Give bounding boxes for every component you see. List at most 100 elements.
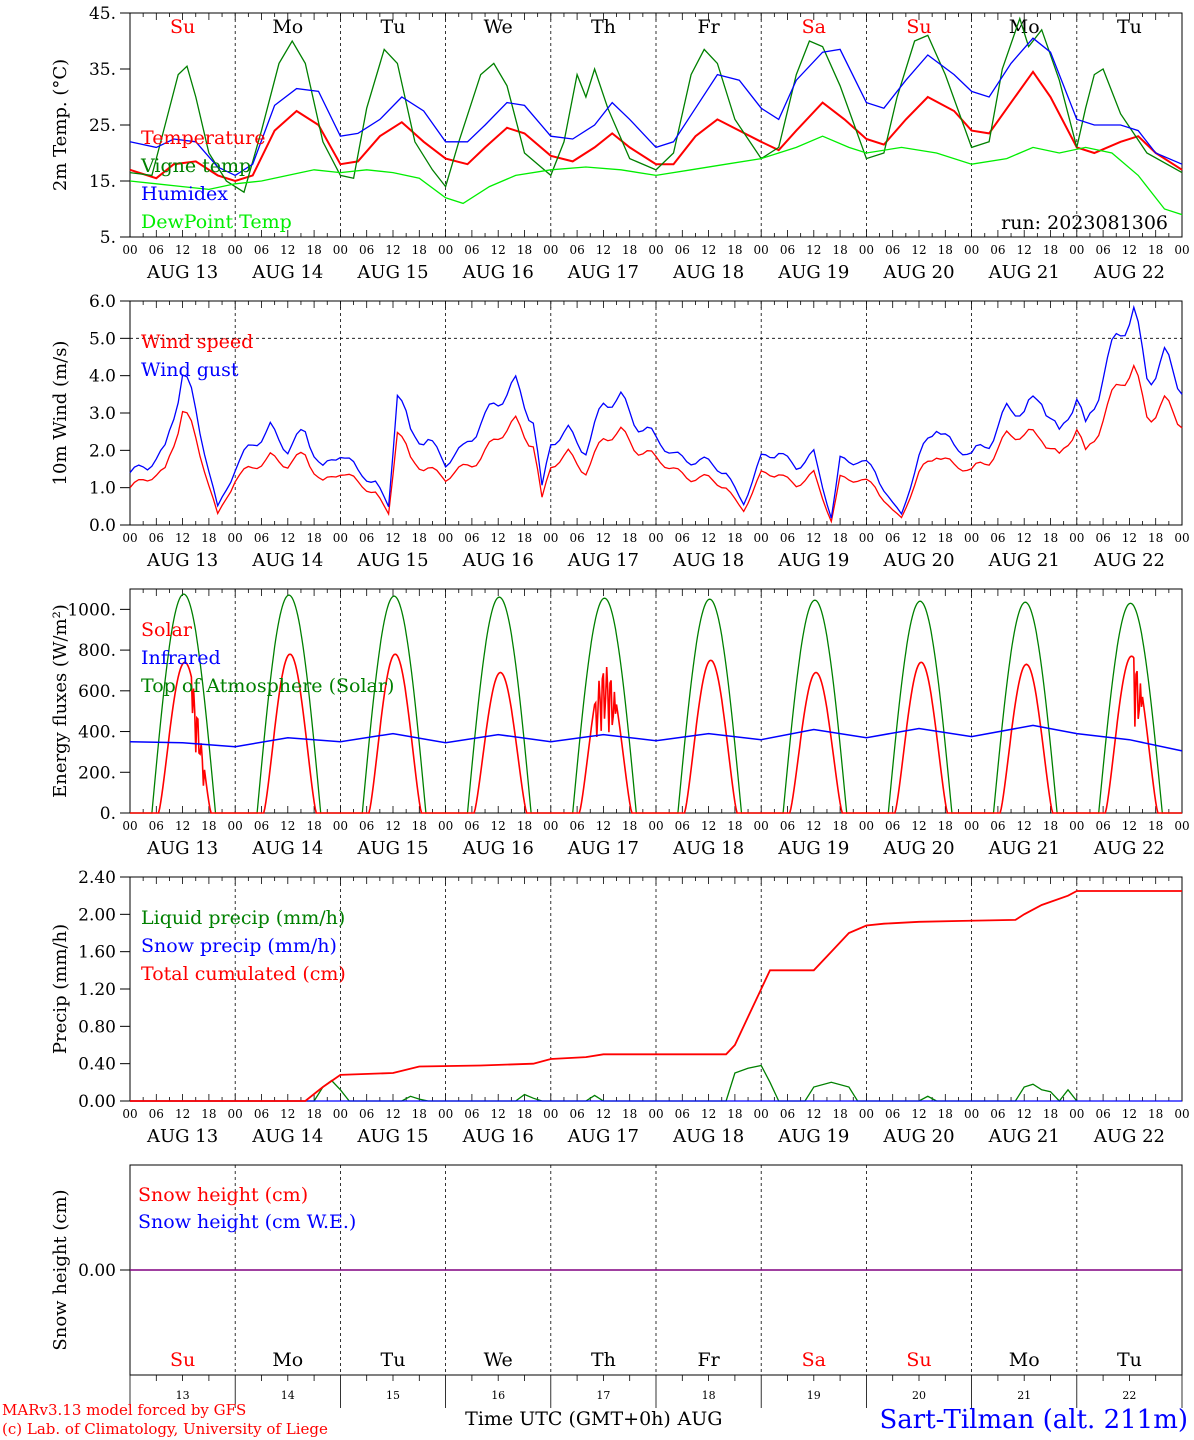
hour-tick-label: 00	[438, 531, 453, 545]
hour-tick-label: 06	[885, 1107, 900, 1121]
hour-tick-label: 18	[306, 819, 321, 833]
date-label: AUG 18	[672, 1126, 744, 1147]
hour-tick-label: 00	[543, 243, 558, 257]
hour-tick-label: 06	[990, 819, 1005, 833]
legend-entry: Snow height (cm)	[138, 1184, 308, 1206]
snow-panel: 0.00 Snow height (cm) Snow height (cm) Snow…	[50, 1164, 1183, 1408]
hour-tick-label: 00	[122, 243, 137, 257]
legend-entry: Infrared	[141, 647, 221, 669]
day-name: Su	[170, 16, 195, 38]
day-name: Mo	[1009, 16, 1040, 38]
y-tick-label: 0.00	[78, 1092, 116, 1112]
hour-tick-label: 00	[543, 531, 558, 545]
series-humidex	[129, 37, 1183, 177]
date-label: AUG 13	[146, 550, 218, 571]
hour-tick-label: 12	[280, 243, 295, 257]
y-tick-label: 1000.	[67, 600, 116, 620]
hour-tick-label: 06	[359, 819, 374, 833]
date-label: AUG 20	[882, 262, 954, 283]
hour-tick-label: 12	[175, 1107, 190, 1121]
hour-tick-label: 18	[727, 1107, 742, 1121]
series-liquid-precip-mm-h-	[130, 1064, 1078, 1102]
hour-tick-label: 12	[385, 1107, 400, 1121]
hour-tick-label: 00	[438, 1107, 453, 1121]
day-name: Sa	[802, 16, 826, 38]
hour-tick-label: 18	[1043, 243, 1058, 257]
hour-tick-label: 06	[464, 243, 479, 257]
hour-tick-label: 12	[701, 819, 716, 833]
hour-tick-label: 00	[228, 1107, 243, 1121]
hour-tick-label: 18	[832, 819, 847, 833]
date-label: AUG 14	[251, 838, 323, 859]
hour-tick-label: 12	[491, 1107, 506, 1121]
date-label: AUG 13	[146, 838, 218, 859]
hour-tick-label: 00	[754, 819, 769, 833]
hour-tick-label: 18	[517, 819, 532, 833]
date-label: AUG 19	[777, 262, 849, 283]
legend-entry: DewPoint Temp	[141, 211, 292, 233]
day-name: Tu	[381, 16, 406, 38]
hour-tick-label: 06	[675, 531, 690, 545]
hour-tick-label: 18	[412, 1107, 427, 1121]
hour-tick-label: 06	[990, 1107, 1005, 1121]
hour-tick-label: 00	[648, 819, 663, 833]
y-tick-label: 6.0	[89, 292, 116, 312]
hour-tick-label: 00	[1174, 243, 1189, 257]
day-name: Sa	[802, 1349, 826, 1371]
y-tick-label: 35.	[89, 60, 116, 80]
hour-tick-label: 06	[254, 819, 269, 833]
day-name: Tu	[1117, 1349, 1142, 1371]
y-tick-label: 15.	[89, 172, 116, 192]
y-tick-label: 1.60	[78, 943, 116, 963]
hour-tick-label: 06	[780, 531, 795, 545]
day-name: Th	[591, 16, 616, 38]
date-label: AUG 22	[1093, 1126, 1165, 1147]
hour-tick-label: 00	[859, 243, 874, 257]
date-label: AUG 14	[251, 262, 323, 283]
hour-tick-label: 18	[517, 243, 532, 257]
hour-tick-label: 06	[780, 819, 795, 833]
hour-tick-label: 12	[175, 819, 190, 833]
date-label: AUG 13	[146, 262, 218, 283]
y-axis-label: Precip (mm/h)	[50, 924, 71, 1054]
date-label: AUG 17	[567, 550, 639, 571]
day-name: Su	[170, 1349, 195, 1371]
hour-tick-label: 06	[990, 243, 1005, 257]
hour-tick-label: 12	[491, 243, 506, 257]
day-name: We	[484, 16, 513, 38]
y-tick-label: 2.0	[89, 441, 116, 461]
hour-tick-label: 18	[306, 1107, 321, 1121]
wind-panel: 00 06 12 18 AUG 13 00 06 12 18 AUG 14 00 06 12 18 AUG …	[50, 292, 1190, 571]
hour-tick-label: 00	[438, 819, 453, 833]
legend-entry: Total cumulated (cm)	[141, 963, 346, 985]
y-axis-label: Snow height (cm)	[50, 1189, 71, 1350]
day-number: 17	[596, 1389, 610, 1402]
hour-tick-label: 12	[1122, 1107, 1137, 1121]
hour-tick-label: 18	[938, 819, 953, 833]
date-label: AUG 17	[567, 262, 639, 283]
month-label: AUG	[677, 1408, 723, 1430]
y-tick-label: 1.20	[78, 980, 116, 1000]
hour-tick-label: 12	[596, 819, 611, 833]
hour-tick-label: 12	[806, 819, 821, 833]
y-tick-label: 2.00	[78, 905, 116, 925]
hour-tick-label: 12	[385, 819, 400, 833]
hour-tick-label: 06	[1095, 531, 1110, 545]
y-axis-label: Energy fluxes (W/m²)	[50, 604, 71, 798]
series-temperature	[129, 70, 1183, 183]
hour-tick-label: 12	[911, 1107, 926, 1121]
day-name: Fr	[697, 1349, 720, 1371]
y-tick-label: 5.0	[89, 329, 116, 349]
hour-tick-label: 00	[1174, 531, 1189, 545]
lab-credit: (c) Lab. of Climatology, University of L…	[2, 1420, 328, 1438]
hour-tick-label: 12	[280, 819, 295, 833]
hour-tick-label: 06	[464, 819, 479, 833]
energy-panel-frame	[129, 588, 1183, 814]
hour-tick-label: 06	[569, 1107, 584, 1121]
hour-tick-label: 18	[1148, 531, 1163, 545]
date-label: AUG 18	[672, 262, 744, 283]
footer: MARv3.13 model forced by GFS(c) Lab. of …	[2, 1401, 1188, 1438]
date-label: AUG 16	[462, 1126, 534, 1147]
model-credit: MARv3.13 model forced by GFS	[2, 1401, 246, 1419]
hour-tick-label: 18	[412, 819, 427, 833]
